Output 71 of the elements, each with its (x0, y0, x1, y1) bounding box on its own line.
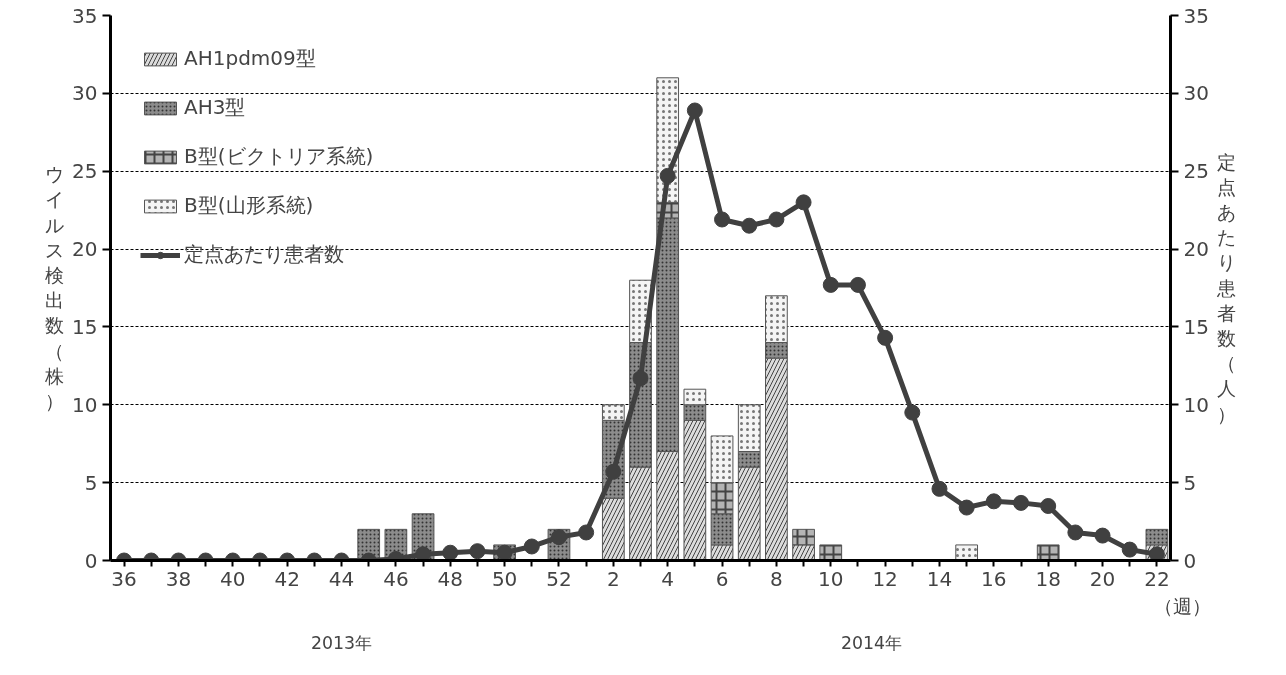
text: ウイルス検出数（株） (45, 164, 65, 412)
y2-tick-label: 30 (1183, 81, 1209, 106)
point (1094, 527, 1111, 544)
point (442, 544, 459, 561)
y-tick-label: 5 (84, 470, 98, 495)
x-axis-title: （週） (1153, 595, 1211, 617)
x-tick-label: 48 (437, 566, 463, 591)
point (931, 480, 948, 497)
y-tick-label: 0 (84, 548, 98, 573)
x-tick-label: 44 (328, 566, 355, 591)
point (415, 546, 432, 561)
x-tick-label: 2 (606, 566, 620, 591)
point (469, 543, 486, 560)
x-tick-label: 50 (491, 566, 518, 591)
point (822, 276, 839, 293)
x-tick-label: 6 (715, 566, 729, 591)
point (1067, 524, 1084, 541)
x-tick-label: 18 (1035, 566, 1061, 591)
x-tick-label: 42 (274, 566, 300, 591)
point (1013, 494, 1030, 511)
text: 2013年 (310, 632, 373, 653)
point (958, 499, 975, 516)
y2-tick-label: 5 (1183, 470, 1197, 495)
legend-label: 定点あたり患者数 (184, 241, 344, 268)
point (795, 194, 812, 211)
y2-tick-label: 15 (1183, 314, 1209, 339)
point (686, 102, 703, 119)
x-tick-label: 22 (1144, 566, 1170, 591)
y-tick-label: 15 (72, 314, 98, 339)
point (632, 370, 649, 387)
point (605, 463, 622, 480)
x-tick-label: 38 (165, 566, 192, 591)
x-tick-label: 8 (770, 566, 783, 591)
legend-label: AH3型 (184, 94, 246, 121)
point (1121, 541, 1138, 558)
y2-tick-label: 25 (1183, 159, 1209, 184)
text: 2014年 (840, 632, 903, 653)
x-tick-label: 12 (872, 566, 898, 591)
point (523, 538, 540, 555)
y2-tick-label: 0 (1183, 548, 1197, 573)
x-tick-label: 16 (981, 566, 1007, 591)
point (985, 493, 1002, 510)
y-tick-label: 20 (72, 237, 98, 262)
point (877, 329, 894, 346)
x-tick-label: 14 (926, 566, 953, 591)
y-tick-label: 30 (72, 81, 98, 106)
y2-tick-label: 20 (1183, 237, 1209, 262)
x-tick-label: 52 (546, 566, 572, 591)
point (659, 167, 676, 184)
y-tick-label: 25 (72, 159, 98, 184)
point (714, 211, 731, 228)
point (1040, 498, 1057, 514)
y-tick-label: 35 (72, 3, 98, 28)
text: 定点あたり患者数（人） (1216, 151, 1236, 425)
x-tick-label: 40 (220, 566, 246, 591)
x-tick-label: 20 (1089, 566, 1116, 591)
x-tick-label: 10 (818, 566, 844, 591)
x-tick-label: 36 (111, 566, 137, 591)
legend-label: AH1pdm09型 (184, 45, 316, 72)
y-tick-label: 10 (72, 392, 98, 417)
y2-tick-label: 10 (1183, 392, 1209, 417)
point (768, 211, 785, 228)
x-tick-label: 46 (383, 566, 409, 591)
point (741, 217, 758, 234)
y2-tick-label: 35 (1183, 3, 1209, 28)
point (849, 276, 866, 293)
x-tick-label: 4 (661, 566, 675, 591)
point (904, 404, 921, 421)
point (578, 524, 595, 541)
legend-label: B型(山形系統) (184, 192, 314, 219)
legend-label: B型(ビクトリア系統) (184, 143, 374, 170)
